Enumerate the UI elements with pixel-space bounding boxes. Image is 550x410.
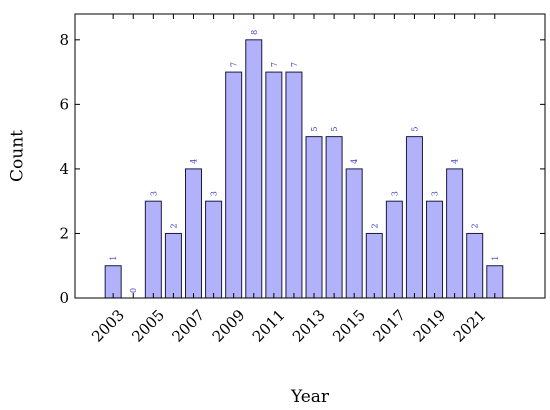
bar-2005: [144, 200, 162, 299]
data-label-2010: 8: [250, 30, 259, 35]
x-tick-label-2019: 2019: [410, 306, 450, 346]
bar-2019: [426, 200, 444, 299]
data-label-2016: 2: [370, 223, 379, 228]
bars-group: [104, 39, 504, 299]
bar-2016: [365, 232, 383, 299]
data-label-2017: 3: [390, 191, 399, 196]
x-tick-label-2011: 2011: [249, 306, 289, 346]
x-tick-label-2013: 2013: [289, 306, 329, 346]
bar-2012: [285, 71, 303, 299]
bar-2014: [325, 136, 343, 299]
y-axis-title: Count: [8, 130, 28, 182]
y-tick-label-8: 8: [59, 31, 69, 49]
x-tick-label-2015: 2015: [329, 306, 369, 346]
data-label-2014: 5: [330, 127, 339, 132]
bar-2021: [466, 232, 484, 299]
bar-2009: [225, 71, 243, 299]
x-tick-label-2005: 2005: [128, 306, 168, 346]
data-label-2022: 1: [491, 256, 500, 261]
x-axis-title: Year: [290, 387, 330, 407]
bar-2020: [446, 168, 464, 299]
data-labels-group: 1 0 3 2 4 3 7 8 7 7 5 5 4 2 3 5 3 4 2 1: [109, 30, 500, 293]
y-tick-label-0: 0: [59, 289, 69, 307]
data-label-2015: 4: [350, 159, 359, 164]
data-label-2008: 3: [210, 191, 219, 196]
bar-2008: [205, 200, 223, 299]
y-tick-label-6: 6: [59, 95, 69, 113]
bar-2010: [245, 39, 263, 299]
data-label-2004: 0: [129, 288, 138, 293]
bar-2006: [164, 232, 182, 299]
x-tick-label-2007: 2007: [169, 306, 209, 346]
y-axis: 0 2 4 6 8: [59, 31, 545, 307]
bar-2007: [185, 168, 203, 299]
bar-2011: [265, 71, 283, 299]
plot-frame: [74, 13, 546, 299]
data-label-2018: 5: [410, 127, 419, 132]
x-tick-label-2003: 2003: [88, 306, 128, 346]
data-label-2020: 4: [451, 159, 460, 164]
y-tick-label-4: 4: [59, 160, 69, 178]
data-label-2019: 3: [431, 191, 440, 196]
data-label-2003: 1: [109, 256, 118, 261]
bar-2015: [345, 168, 363, 299]
data-label-2007: 4: [190, 159, 199, 164]
bar-2013: [305, 136, 323, 299]
data-label-2013: 5: [310, 127, 319, 132]
x-tick-label-2021: 2021: [450, 306, 490, 346]
bar-2018: [405, 136, 423, 299]
bar-2017: [385, 200, 403, 299]
data-label-2006: 2: [169, 223, 178, 228]
x-tick-label-2017: 2017: [369, 306, 409, 346]
data-label-2009: 7: [230, 62, 239, 67]
data-label-2005: 3: [149, 191, 158, 196]
data-label-2012: 7: [290, 62, 299, 67]
x-tick-label-2009: 2009: [209, 306, 249, 346]
data-label-2021: 2: [471, 223, 480, 228]
data-label-2011: 7: [270, 62, 279, 67]
y-tick-label-2: 2: [59, 224, 69, 242]
